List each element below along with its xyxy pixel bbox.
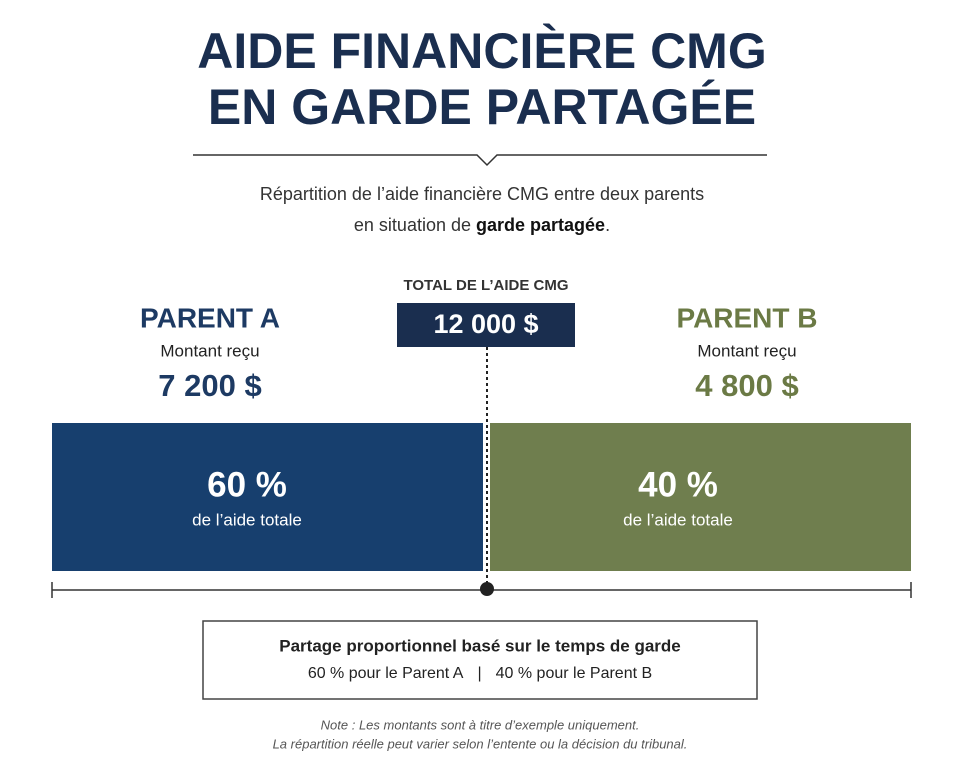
summary-left: 60 % pour le Parent A [308, 665, 464, 682]
summary-right: 40 % pour le Parent B [496, 665, 653, 682]
subtitle-line: en situation de garde partagée. [354, 215, 610, 235]
parent-amount: 4 800 $ [695, 368, 798, 403]
subtitle-line: Répartition de l’aide financière CMG ent… [260, 184, 704, 204]
parent-caption: Montant reçu [160, 341, 259, 360]
subtitle-text: . [605, 215, 610, 235]
share-caption: de l’aide totale [623, 510, 733, 529]
summary-line: 60 % pour le Parent A | 40 % pour le Paren… [308, 665, 652, 682]
share-value: 40 % [638, 465, 718, 504]
parent-name: PARENT A [140, 302, 280, 333]
parent-amount: 7 200 $ [158, 368, 261, 403]
total-box [397, 303, 575, 347]
parent-caption: Montant reçu [697, 341, 796, 360]
title-line: EN GARDE PARTAGÉE [208, 79, 756, 135]
summary-box [202, 620, 758, 700]
parent-name: PARENT B [676, 302, 817, 333]
share-caption: de l’aide totale [192, 510, 302, 529]
subtitle-text: en situation de [354, 215, 476, 235]
share-value: 60 % [207, 465, 287, 504]
title-line: AIDE FINANCIÈRE CMG [197, 23, 766, 79]
divider [193, 154, 767, 167]
subtitle-bold: garde partagée [476, 215, 605, 235]
center-dot [480, 582, 494, 596]
note-line: Note : Les montants sont à titre d’exemp… [321, 717, 640, 732]
total-label: TOTAL DE L’AIDE CMG [403, 277, 568, 294]
share-block [52, 423, 483, 571]
summary-title: Partage proportionnel basé sur le temps … [279, 636, 681, 655]
note-line: La répartition réelle peut varier selon … [273, 736, 688, 751]
total-amount: 12 000 $ [433, 309, 538, 339]
share-block [490, 423, 911, 571]
summary-separator: | [477, 665, 481, 682]
